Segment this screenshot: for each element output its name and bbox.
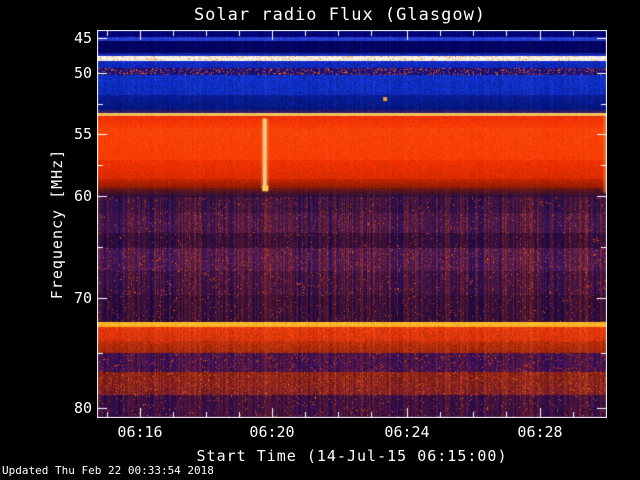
y-tick-label-80: 80 [73,399,92,417]
spectrogram-heatmap-canvas [97,30,607,418]
y-tick-label-45: 45 [73,29,92,47]
x-tick-label-0624: 06:24 [384,423,430,441]
y-axis-title: Frequency [MHz] [48,148,66,300]
y-tick-label-55: 55 [73,125,92,143]
y-tick-label-50: 50 [73,64,92,82]
y-tick-label-60: 60 [73,187,92,205]
x-axis-title: Start Time (14-Jul-15 06:15:00) [196,447,508,465]
x-tick-label-0628: 06:28 [517,423,563,441]
y-tick-label-70: 70 [73,289,92,307]
x-tick-label-0616: 06:16 [117,423,163,441]
x-tick-label-0620: 06:20 [249,423,295,441]
updated-timestamp: Updated Thu Feb 22 00:33:54 2018 [2,464,214,477]
chart-title: Solar radio Flux (Glasgow) [193,5,487,25]
